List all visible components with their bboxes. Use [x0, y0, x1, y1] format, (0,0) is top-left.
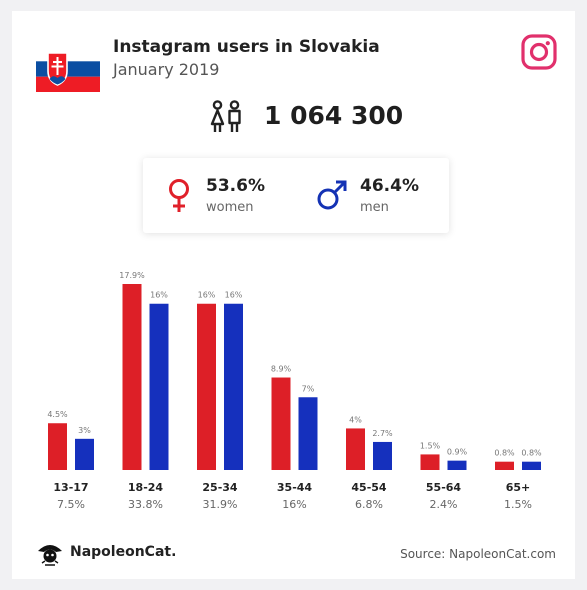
source-text[interactable]: Source: NapoleonCat.com [400, 547, 556, 561]
data-label-women-45-54: 4% [349, 415, 362, 424]
category-total-18-24: 33.8% [128, 498, 163, 511]
category-total-55-64: 2.4% [430, 498, 458, 511]
bar-women-55-64 [420, 454, 440, 470]
category-label-35-44: 35-44 [277, 481, 313, 494]
female-icon [169, 179, 189, 212]
data-label-women-65+: 0.8% [494, 449, 515, 458]
data-label-men-45-54: 2.7% [372, 429, 393, 438]
bar-women-25-34 [197, 303, 216, 470]
data-label-men-65+: 0.8% [521, 449, 542, 458]
bar-women-35-44 [271, 377, 291, 470]
category-label-65+: 65+ [506, 481, 531, 494]
category-total-35-44: 16% [282, 498, 306, 511]
category-total-45-54: 6.8% [355, 498, 383, 511]
bar-women-13-17 [48, 423, 67, 470]
data-label-women-55-64: 1.5% [420, 441, 441, 450]
bar-men-25-34 [224, 303, 243, 470]
category-label-45-54: 45-54 [351, 481, 387, 494]
women-label: women [206, 200, 254, 215]
bar-women-45-54 [346, 428, 365, 470]
bar-women-18-24 [122, 284, 142, 470]
men-label: men [360, 200, 389, 215]
total-users: 1 064 300 [264, 101, 404, 130]
bar-men-55-64 [447, 460, 467, 470]
category-total-13-17: 7.5% [57, 498, 85, 511]
users-icon [210, 100, 241, 132]
age-gender-bar-chart: 4.5% 3% 13-17 7.5% 17.9% 16% 18-24 33.8% 16% 16% 2… [47, 271, 542, 511]
data-label-women-18-24: 17.9% [119, 271, 145, 280]
data-label-men-25-34: 16% [225, 291, 243, 300]
data-label-men-35-44: 7% [302, 384, 315, 393]
bar-men-18-24 [149, 303, 169, 470]
category-total-65+: 1.5% [504, 498, 532, 511]
bar-men-13-17 [75, 438, 94, 470]
page-subtitle: January 2019 [113, 60, 220, 79]
instagram-icon[interactable] [521, 34, 557, 70]
gender-split-box: 53.6% women 46.4% men [143, 158, 449, 233]
category-total-25-34: 31.9% [203, 498, 238, 511]
bar-men-65+ [522, 461, 541, 470]
bar-men-45-54 [373, 441, 392, 470]
data-label-women-25-34: 16% [198, 291, 216, 300]
data-label-men-55-64: 0.9% [447, 448, 468, 457]
male-icon [317, 180, 347, 210]
category-label-18-24: 18-24 [128, 481, 164, 494]
slovakia-flag-icon [36, 46, 100, 92]
women-percent: 53.6% [206, 176, 265, 196]
data-label-women-35-44: 8.9% [271, 365, 292, 374]
data-label-men-13-17: 3% [78, 426, 91, 435]
data-label-women-13-17: 4.5% [47, 410, 68, 419]
bar-men-35-44 [298, 397, 318, 470]
page-title: Instagram users in Slovakia [113, 37, 380, 57]
category-label-25-34: 25-34 [202, 481, 238, 494]
data-label-men-18-24: 16% [150, 291, 168, 300]
men-percent: 46.4% [360, 176, 419, 196]
infographic-card: Instagram users in Slovakia January 2019… [12, 11, 575, 579]
napoleoncat-logo-icon [38, 545, 62, 566]
brand-name: NapoleonCat. [70, 544, 177, 560]
category-label-13-17: 13-17 [53, 481, 88, 494]
bar-women-65+ [495, 461, 514, 470]
category-label-55-64: 55-64 [426, 481, 462, 494]
